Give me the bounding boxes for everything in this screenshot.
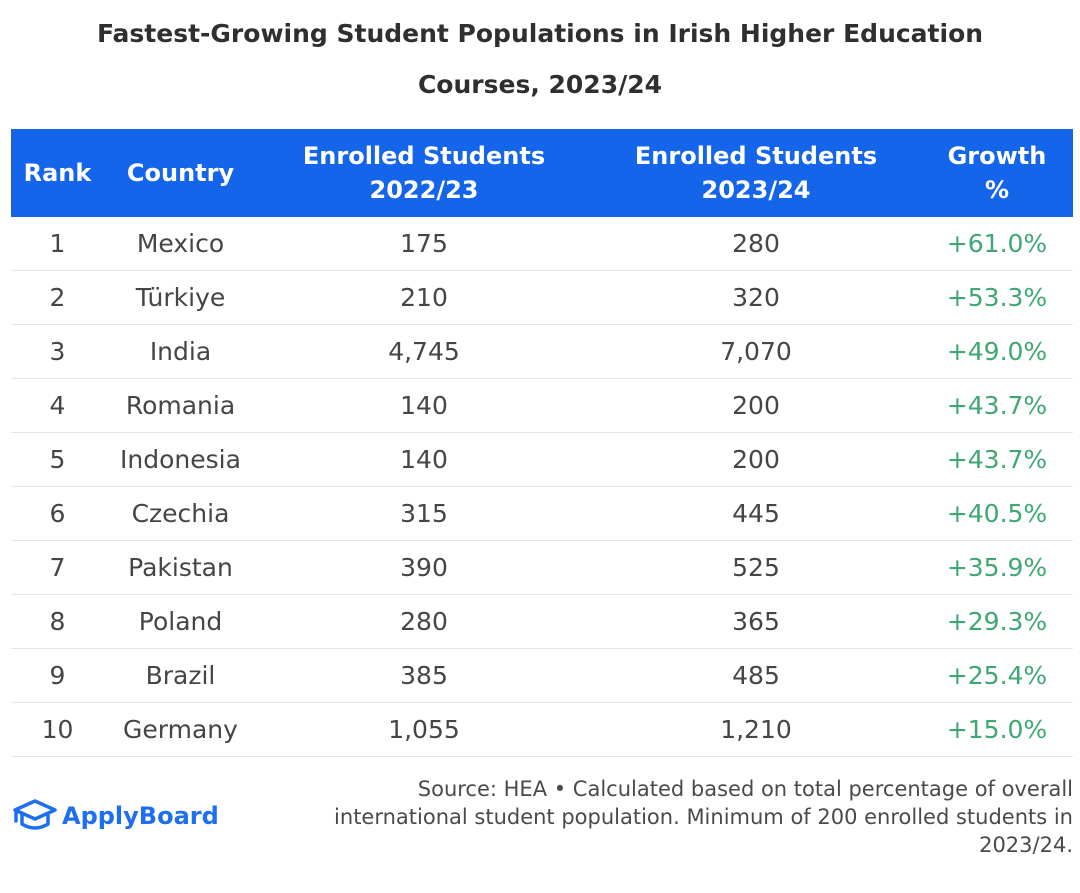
chart-title: Fastest-Growing Student Populations in I…	[0, 8, 1080, 110]
table-row: 1 Mexico 175 280 +61.0%	[11, 217, 1073, 271]
cell-enrolled-2023-24: 7,070	[591, 324, 921, 379]
cell-enrolled-2023-24: 200	[591, 378, 921, 433]
cell-country: Poland	[104, 594, 257, 649]
cell-rank: 9	[11, 648, 104, 703]
cell-rank: 8	[11, 594, 104, 649]
cell-country: Türkiye	[104, 270, 257, 325]
table-row: 8 Poland 280 365 +29.3%	[11, 594, 1073, 649]
cell-country: Czechia	[104, 486, 257, 541]
cell-country: Indonesia	[104, 432, 257, 487]
title-line-1: Fastest-Growing Student Populations in I…	[96, 19, 984, 48]
cell-enrolled-2022-23: 315	[257, 486, 591, 541]
cell-country: Romania	[104, 378, 257, 433]
cell-rank: 6	[11, 486, 104, 541]
cell-rank: 7	[11, 540, 104, 595]
applyboard-logo: ApplyBoard	[12, 796, 219, 836]
cell-enrolled-2022-23: 140	[257, 432, 591, 487]
table-row: 9 Brazil 385 485 +25.4%	[11, 648, 1073, 703]
cell-enrolled-2023-24: 320	[591, 270, 921, 325]
cell-rank: 4	[11, 378, 104, 433]
cell-enrolled-2022-23: 4,745	[257, 324, 591, 379]
table-row: 7 Pakistan 390 525 +35.9%	[11, 540, 1073, 595]
cell-enrolled-2022-23: 140	[257, 378, 591, 433]
cell-growth: +43.7%	[921, 432, 1073, 487]
cell-growth: +15.0%	[921, 702, 1073, 757]
cell-country: Pakistan	[104, 540, 257, 595]
source-line-2: international student population. Minimu…	[334, 805, 1073, 829]
cell-growth: +43.7%	[921, 378, 1073, 433]
cell-enrolled-2022-23: 1,055	[257, 702, 591, 757]
cell-country: Germany	[104, 702, 257, 757]
source-note: Source: HEA • Calculated based on total …	[253, 775, 1073, 859]
header-enrolled-2023-24: Enrolled Students 2023/24	[591, 129, 921, 217]
cell-enrolled-2022-23: 280	[257, 594, 591, 649]
cell-enrolled-2023-24: 445	[591, 486, 921, 541]
source-line-1: Source: HEA • Calculated based on total …	[417, 777, 1073, 801]
table-row: 6 Czechia 315 445 +40.5%	[11, 486, 1073, 541]
cell-enrolled-2022-23: 210	[257, 270, 591, 325]
cell-growth: +25.4%	[921, 648, 1073, 703]
cell-enrolled-2023-24: 525	[591, 540, 921, 595]
cell-country: India	[104, 324, 257, 379]
header-growth: Growth%	[921, 129, 1073, 217]
cell-rank: 3	[11, 324, 104, 379]
cell-growth: +49.0%	[921, 324, 1073, 379]
cell-growth: +35.9%	[921, 540, 1073, 595]
cell-enrolled-2022-23: 175	[257, 217, 591, 271]
table-row: 3 India 4,745 7,070 +49.0%	[11, 324, 1073, 379]
table-header-row: Rank Country Enrolled Students 2022/23 En…	[11, 129, 1073, 217]
cell-enrolled-2023-24: 280	[591, 217, 921, 271]
cell-rank: 2	[11, 270, 104, 325]
table-row: 2 Türkiye 210 320 +53.3%	[11, 270, 1073, 325]
cell-rank: 10	[11, 702, 104, 757]
cell-country: Mexico	[104, 217, 257, 271]
data-table: Rank Country Enrolled Students 2022/23 En…	[11, 129, 1073, 757]
title-line-2: Courses, 2023/24	[417, 70, 663, 99]
header-country: Country	[104, 129, 257, 217]
cell-enrolled-2022-23: 385	[257, 648, 591, 703]
cell-enrolled-2023-24: 365	[591, 594, 921, 649]
cell-enrolled-2023-24: 1,210	[591, 702, 921, 757]
cell-country: Brazil	[104, 648, 257, 703]
cell-rank: 5	[11, 432, 104, 487]
cell-enrolled-2022-23: 390	[257, 540, 591, 595]
table-row: 10 Germany 1,055 1,210 +15.0%	[11, 702, 1073, 757]
source-line-3: 2023/24.	[979, 833, 1073, 857]
header-rank: Rank	[11, 129, 104, 217]
table-body: 1 Mexico 175 280 +61.0% 2 Türkiye 210 320 +53.3% 3…	[11, 217, 1073, 757]
cell-growth: +40.5%	[921, 486, 1073, 541]
cell-growth: +29.3%	[921, 594, 1073, 649]
cell-growth: +53.3%	[921, 270, 1073, 325]
table-row: 4 Romania 140 200 +43.7%	[11, 378, 1073, 433]
logo-text: ApplyBoard	[62, 802, 219, 830]
cell-enrolled-2023-24: 200	[591, 432, 921, 487]
table-row: 5 Indonesia 140 200 +43.7%	[11, 432, 1073, 487]
cell-enrolled-2023-24: 485	[591, 648, 921, 703]
cell-rank: 1	[11, 217, 104, 271]
cell-growth: +61.0%	[921, 217, 1073, 271]
graduation-cap-icon	[13, 799, 57, 830]
header-enrolled-2022-23: Enrolled Students 2022/23	[257, 129, 591, 217]
